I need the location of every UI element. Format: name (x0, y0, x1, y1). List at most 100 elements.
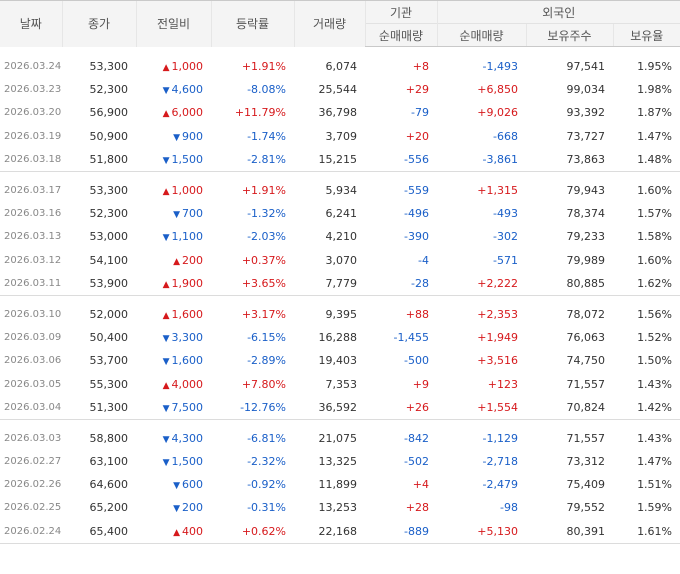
change-value: 700 (182, 207, 203, 221)
table-row: 2026.03.16 52,300 ▼ 700 -1.32% 6,241 -496 -493 7… (0, 202, 680, 225)
table-row: 2026.02.25 65,200 ▼ 200 -0.31% 13,253 +28 -98 79… (0, 496, 680, 519)
foreign-net-cell: -3,861 (482, 152, 518, 166)
triangle-down-icon: ▼ (162, 357, 170, 368)
header-foreign-ratio: 보유율 (612, 23, 680, 47)
change-cell: ▲ 4,000 (136, 372, 211, 395)
close-cell: 53,300 (89, 184, 129, 198)
rate-cell: +3.65% (241, 276, 286, 290)
change-cell: ▼ 700 (136, 202, 211, 225)
inst-net-cell: +4 (412, 478, 429, 492)
header-foreign-net: 순매매량 (436, 23, 526, 47)
triangle-up-icon: ▲ (162, 380, 170, 391)
close-cell: 63,100 (89, 455, 129, 469)
rate-cell: +11.79% (234, 106, 286, 120)
date-cell: 2026.03.11 (4, 277, 62, 289)
inst-net-cell: -28 (411, 276, 429, 290)
change-value: 1,600 (171, 354, 204, 368)
date-cell: 2026.03.19 (4, 130, 62, 142)
close-cell: 65,200 (89, 501, 129, 515)
close-cell: 52,300 (89, 83, 129, 97)
table-row: 2026.02.27 63,100 ▼ 1,500 -2.32% 13,325 -502 -2… (0, 450, 680, 473)
volume-cell: 5,934 (325, 184, 358, 198)
foreign-holdings-cell: 78,072 (566, 307, 606, 321)
table-row: 2026.03.20 56,900 ▲ 6,000 +11.79% 36,798 -79 +9… (0, 101, 680, 124)
change-cell: ▼ 1,500 (136, 450, 211, 473)
foreign-net-cell: +2,222 (477, 276, 518, 290)
close-cell: 55,300 (89, 377, 129, 391)
change-cell: ▼ 4,300 (136, 427, 211, 450)
rate-cell: -1.74% (247, 129, 286, 143)
foreign-net-cell: +5,130 (437, 519, 526, 544)
foreign-net-cell: +3,516 (477, 354, 518, 368)
inst-net-cell: +20 (405, 129, 429, 143)
table-row: 2026.03.24 53,300 ▲ 1,000 +1.91% 6,074 +8 -1,49… (0, 55, 680, 78)
triangle-down-icon: ▼ (173, 210, 180, 221)
divider-cell (0, 294, 680, 303)
volume-cell: 19,403 (318, 354, 358, 368)
foreign-holdings-cell: 79,552 (566, 501, 606, 515)
header-foreign: 외국인 (436, 0, 680, 24)
rate-cell: -2.03% (247, 230, 286, 244)
change-cell: ▼ 1,600 (136, 349, 211, 372)
triangle-up-icon: ▲ (162, 109, 170, 120)
change-cell: ▼ 4,600 (136, 78, 211, 101)
close-cell: 53,900 (89, 276, 129, 290)
date-cell: 2026.03.12 (4, 254, 62, 266)
volume-cell: 7,353 (325, 377, 358, 391)
rate-cell: +1.91% (241, 184, 286, 198)
change-value: 7,500 (171, 400, 204, 414)
date-cell: 2026.02.27 (4, 456, 62, 468)
triangle-down-icon: ▼ (162, 458, 170, 469)
close-cell: 64,600 (89, 478, 129, 492)
triangle-up-icon: ▲ (162, 63, 170, 74)
foreign-holdings-cell: 73,727 (566, 129, 606, 143)
change-value: 3,300 (171, 331, 204, 345)
table-row: 2026.03.09 50,400 ▼ 3,300 -6.15% 16,288 -1,455… (0, 326, 680, 349)
change-value: 4,000 (171, 377, 204, 391)
close-cell: 50,400 (89, 331, 129, 345)
header-institution: 기관 (364, 0, 437, 24)
table-row: 2026.03.05 55,300 ▲ 4,000 +7.80% 7,353 +9 +123 7… (0, 372, 680, 395)
date-cell: 2026.02.25 (4, 502, 62, 514)
change-cell: ▼ 7,500 (136, 396, 211, 420)
foreign-holdings-cell: 79,943 (566, 184, 606, 198)
table-body: 2026.03.24 53,300 ▲ 1,000 +1.91% 6,074 +8 -1,49… (0, 47, 680, 544)
inst-net-cell: -842 (404, 431, 429, 445)
change-cell: ▼ 200 (136, 496, 211, 519)
change-cell: ▲ 200 (136, 249, 211, 272)
triangle-up-icon: ▲ (162, 187, 170, 198)
change-cell: ▼ 600 (136, 473, 211, 496)
divider-cell (0, 170, 680, 179)
header-foreign-holdings: 보유주수 (525, 23, 613, 47)
close-cell: 65,400 (62, 519, 136, 544)
inst-net-cell: -889 (365, 519, 437, 544)
date-cell: 2026.02.24 (0, 519, 62, 544)
foreign-net-cell: -2,718 (482, 455, 518, 469)
volume-cell: 13,253 (318, 501, 358, 515)
table-row: 2026.03.18 51,800 ▼ 1,500 -2.81% 15,215 -556 -3… (0, 148, 680, 172)
inst-net-cell: -4 (418, 253, 429, 267)
triangle-down-icon: ▼ (162, 403, 170, 414)
header-date: 날짜 (0, 0, 62, 47)
close-cell: 53,700 (89, 354, 129, 368)
date-cell: 2026.03.13 (4, 231, 62, 243)
header-close: 종가 (61, 0, 136, 47)
change-value: 4,600 (171, 83, 204, 97)
date-cell: 2026.02.26 (4, 479, 62, 491)
foreign-ratio-cell: 1.48% (637, 152, 673, 166)
date-cell: 2026.03.10 (4, 308, 62, 320)
inst-net-cell: +29 (405, 83, 429, 97)
volume-cell: 4,210 (325, 230, 358, 244)
foreign-holdings-cell: 99,034 (566, 83, 606, 97)
volume-cell: 36,592 (318, 400, 358, 414)
inst-net-cell: -556 (404, 152, 429, 166)
inst-net-cell: -496 (404, 207, 429, 221)
change-value: 900 (182, 129, 203, 143)
date-cell: 2026.03.04 (4, 401, 62, 413)
foreign-holdings-cell: 93,392 (566, 106, 606, 120)
inst-net-cell: -390 (404, 230, 429, 244)
foreign-holdings-cell: 73,863 (566, 152, 606, 166)
triangle-down-icon: ▼ (162, 86, 170, 97)
change-value: 1,000 (171, 184, 204, 198)
date-cell: 2026.03.03 (4, 432, 62, 444)
